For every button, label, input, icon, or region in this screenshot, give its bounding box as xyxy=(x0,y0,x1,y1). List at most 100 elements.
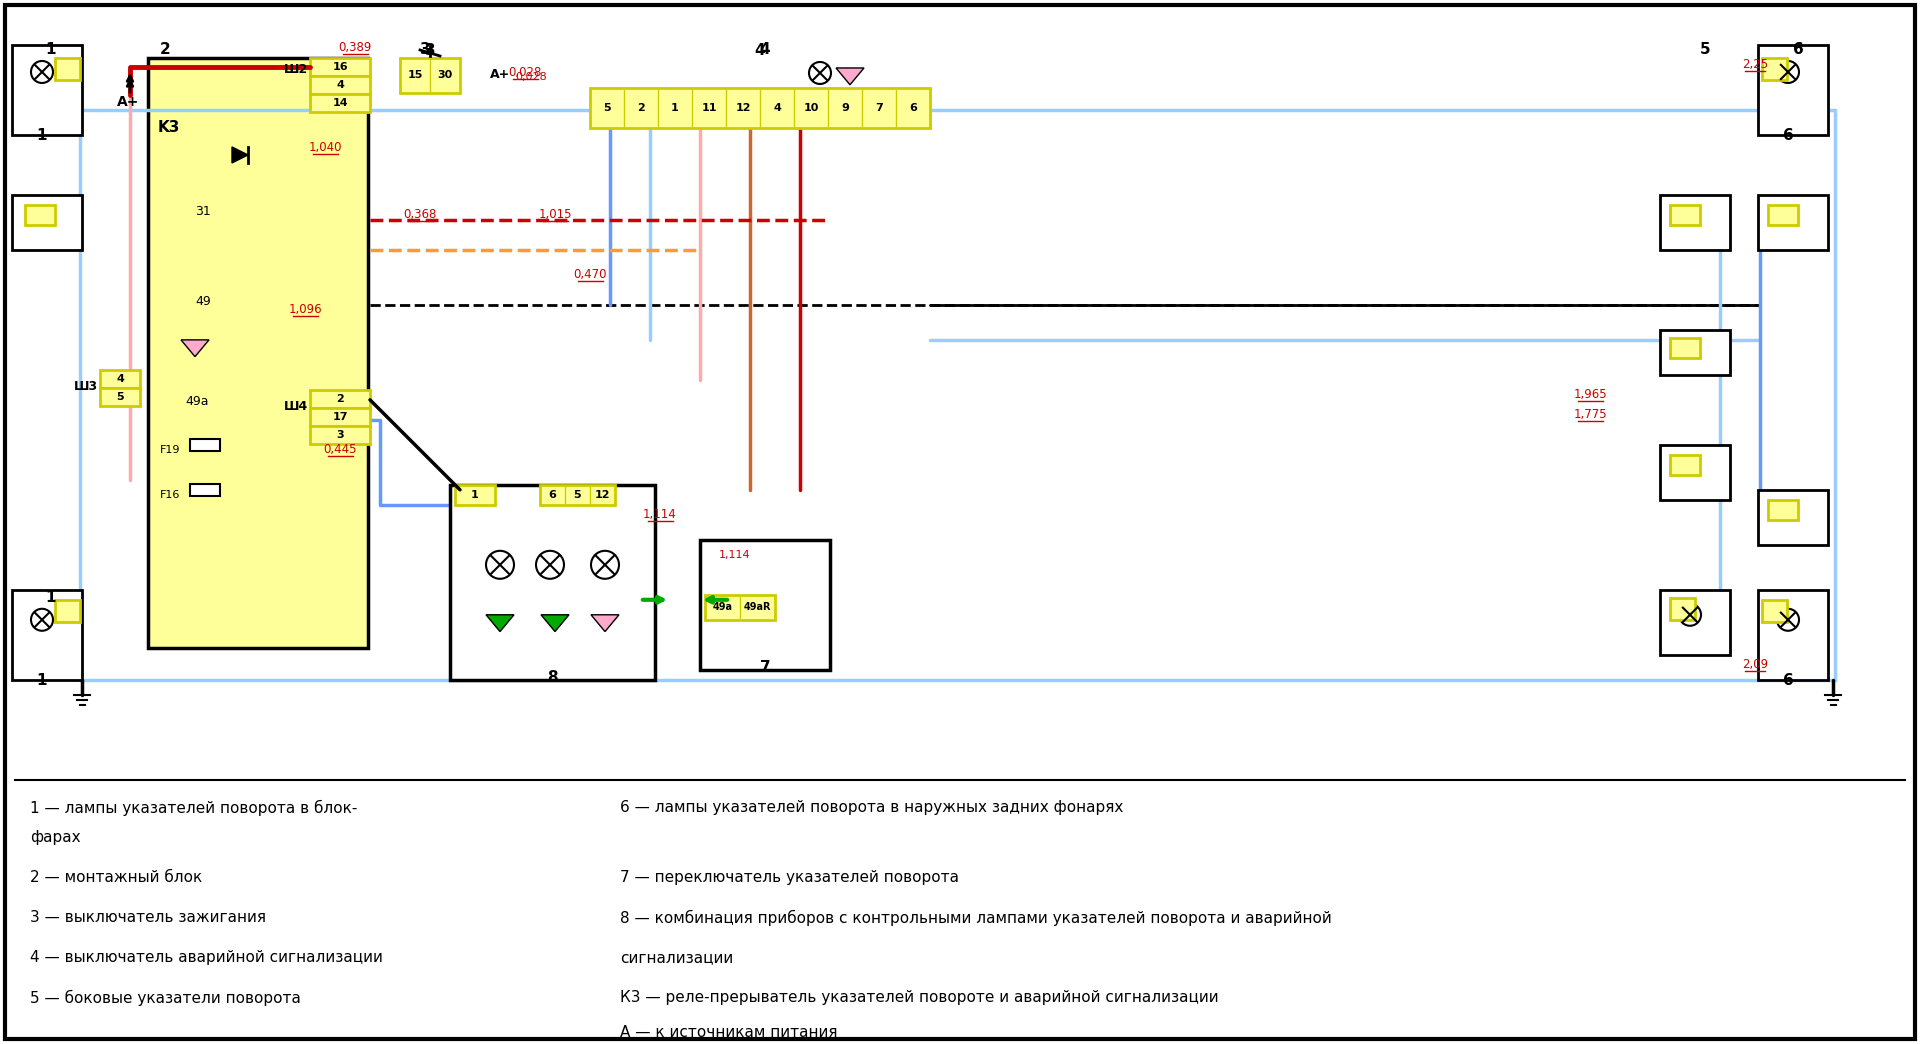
Text: 6 — лампы указателей поворота в наружных задних фонарях: 6 — лампы указателей поворота в наружных… xyxy=(620,800,1123,814)
Text: 1: 1 xyxy=(36,128,48,143)
Bar xyxy=(309,426,371,444)
Text: 8: 8 xyxy=(547,670,557,685)
Text: 49a: 49a xyxy=(712,602,733,612)
Text: 0,028: 0,028 xyxy=(509,67,541,79)
Text: 16: 16 xyxy=(332,62,348,72)
Bar xyxy=(56,58,81,80)
Bar xyxy=(449,484,655,680)
Text: 0,389: 0,389 xyxy=(338,42,372,54)
Bar xyxy=(309,408,371,426)
Bar xyxy=(1759,45,1828,135)
Circle shape xyxy=(1778,609,1799,631)
Bar xyxy=(148,58,369,647)
Text: 7 — переключатель указателей поворота: 7 — переключатель указателей поворота xyxy=(620,870,958,884)
Text: Ш3: Ш3 xyxy=(73,380,98,393)
Text: 4 — выключатель аварийной сигнализации: 4 — выключатель аварийной сигнализации xyxy=(31,950,382,965)
Bar xyxy=(1661,195,1730,250)
Bar xyxy=(1759,590,1828,680)
Text: A+: A+ xyxy=(490,68,511,81)
Bar xyxy=(1670,455,1699,475)
Bar xyxy=(309,94,371,112)
Bar xyxy=(12,195,83,250)
Bar xyxy=(1759,195,1828,250)
Text: 12: 12 xyxy=(595,490,611,500)
Text: 1,965: 1,965 xyxy=(1572,388,1607,401)
Circle shape xyxy=(536,551,564,578)
Text: 2: 2 xyxy=(637,103,645,113)
Polygon shape xyxy=(180,340,209,357)
Text: 1,114: 1,114 xyxy=(643,508,678,521)
Text: F19: F19 xyxy=(159,445,180,455)
Bar xyxy=(309,389,371,408)
Text: 0,368: 0,368 xyxy=(403,209,436,221)
Circle shape xyxy=(808,62,831,84)
Text: Ш4: Ш4 xyxy=(284,400,307,412)
Text: 1,096: 1,096 xyxy=(288,304,323,316)
Text: 4: 4 xyxy=(774,103,781,113)
Bar xyxy=(56,600,81,622)
Text: F16: F16 xyxy=(159,490,180,500)
Text: 3: 3 xyxy=(424,43,436,58)
Text: 3: 3 xyxy=(336,430,344,440)
Text: фарах: фарах xyxy=(31,830,81,845)
Text: 2: 2 xyxy=(159,42,171,57)
Bar xyxy=(1661,445,1730,500)
Bar xyxy=(1768,500,1797,520)
Text: 49: 49 xyxy=(196,294,211,308)
Bar xyxy=(1763,600,1788,622)
Bar xyxy=(1759,490,1828,545)
Polygon shape xyxy=(486,615,515,632)
Text: 1: 1 xyxy=(672,103,680,113)
Text: 6: 6 xyxy=(1782,128,1793,143)
Text: Ш2: Ш2 xyxy=(284,63,307,76)
Bar xyxy=(1661,590,1730,655)
Text: 1: 1 xyxy=(44,590,56,604)
Bar xyxy=(540,484,614,505)
Text: 2,09: 2,09 xyxy=(1741,659,1768,671)
Bar xyxy=(589,88,929,128)
Bar xyxy=(12,45,83,135)
Bar xyxy=(455,484,495,505)
Text: 6: 6 xyxy=(908,103,918,113)
Circle shape xyxy=(1778,61,1799,82)
Bar xyxy=(1768,205,1797,224)
Text: 7: 7 xyxy=(760,660,770,674)
Bar xyxy=(705,595,776,620)
Text: 4: 4 xyxy=(760,42,770,57)
Polygon shape xyxy=(541,615,568,632)
Text: 30: 30 xyxy=(438,71,453,80)
Polygon shape xyxy=(591,615,618,632)
Text: 1,040: 1,040 xyxy=(309,141,342,155)
Text: 6: 6 xyxy=(1782,672,1793,688)
Circle shape xyxy=(31,609,54,631)
Circle shape xyxy=(1678,603,1701,625)
Text: K3: K3 xyxy=(157,120,180,135)
Text: 1 — лампы указателей поворота в блок-: 1 — лампы указателей поворота в блок- xyxy=(31,800,357,815)
Bar xyxy=(190,438,221,451)
Text: 7: 7 xyxy=(876,103,883,113)
Bar xyxy=(1670,205,1699,224)
Text: сигнализации: сигнализации xyxy=(620,950,733,965)
Bar xyxy=(100,370,140,388)
Text: 5: 5 xyxy=(603,103,611,113)
Text: 14: 14 xyxy=(332,98,348,108)
Circle shape xyxy=(31,61,54,82)
Bar xyxy=(701,540,829,670)
Bar xyxy=(309,76,371,94)
Text: 6: 6 xyxy=(1793,42,1803,57)
Text: 5: 5 xyxy=(574,490,582,500)
Text: 4: 4 xyxy=(115,374,125,384)
Text: 15: 15 xyxy=(407,71,422,80)
Text: 4: 4 xyxy=(755,43,766,58)
Text: 2,25: 2,25 xyxy=(1741,58,1768,71)
Text: 0,470: 0,470 xyxy=(574,268,607,282)
Text: 3 — выключатель зажигания: 3 — выключатель зажигания xyxy=(31,909,267,925)
Text: 8 — комбинация приборов с контрольными лампами указателей поворота и аварийной: 8 — комбинация приборов с контрольными л… xyxy=(620,909,1332,926)
Text: 10: 10 xyxy=(803,103,818,113)
Bar xyxy=(1661,330,1730,375)
Bar xyxy=(399,58,461,93)
Bar xyxy=(25,205,56,224)
Text: 3: 3 xyxy=(420,42,430,57)
Text: 1: 1 xyxy=(44,42,56,57)
Text: 31: 31 xyxy=(196,205,211,218)
